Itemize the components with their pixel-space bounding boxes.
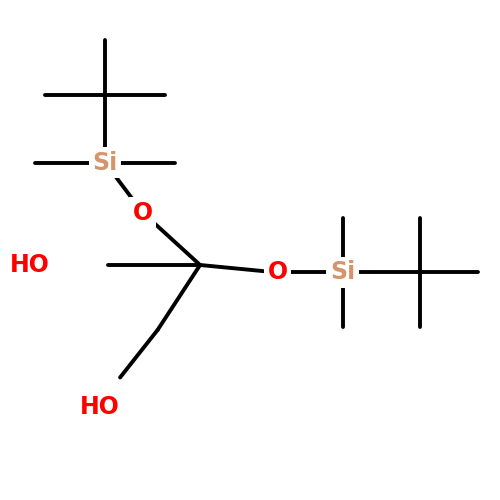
- Text: HO: HO: [80, 396, 120, 419]
- Text: O: O: [268, 260, 287, 284]
- Text: Si: Si: [330, 260, 355, 284]
- Text: HO: HO: [10, 253, 50, 277]
- Text: Si: Si: [92, 150, 118, 174]
- Text: O: O: [132, 200, 152, 224]
